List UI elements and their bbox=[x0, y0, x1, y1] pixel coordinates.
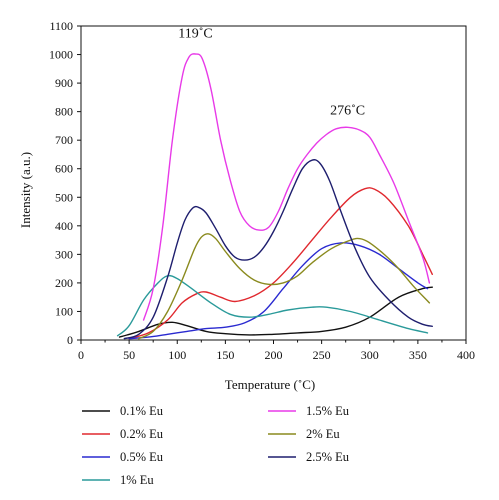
series-line-1-5-eu bbox=[142, 53, 431, 321]
y-tick-label: 700 bbox=[55, 133, 73, 147]
y-axis-title: Intensity (a.u.) bbox=[18, 152, 33, 228]
y-tick-label: 0 bbox=[67, 333, 73, 347]
series-line-0-2-eu bbox=[128, 187, 433, 340]
legend-label: 0.2% Eu bbox=[120, 427, 164, 441]
y-tick-label: 900 bbox=[55, 76, 73, 90]
y-tick-label: 800 bbox=[55, 105, 73, 119]
x-axis-title: Temperature (˚C) bbox=[225, 377, 315, 392]
series-line-2-5-eu bbox=[123, 159, 433, 340]
x-tick-label: 200 bbox=[265, 348, 283, 362]
legend-label: 1% Eu bbox=[120, 473, 154, 487]
x-tick-label: 0 bbox=[78, 348, 84, 362]
series-line-0-5-eu bbox=[128, 242, 429, 340]
y-tick-label: 200 bbox=[55, 276, 73, 290]
legend-label: 2.5% Eu bbox=[306, 450, 350, 464]
legend-label: 2% Eu bbox=[306, 427, 340, 441]
plot-area bbox=[116, 53, 433, 340]
y-tick-label: 400 bbox=[55, 219, 73, 233]
y-tick-label: 1100 bbox=[49, 19, 73, 33]
x-tick-label: 50 bbox=[123, 348, 135, 362]
annotations: 119˚C 276˚C bbox=[178, 26, 365, 118]
x-tick-label: 250 bbox=[313, 348, 331, 362]
y-tick-label: 100 bbox=[55, 304, 73, 318]
x-tick-label: 400 bbox=[457, 348, 475, 362]
series-line-2-eu bbox=[138, 233, 431, 340]
legend-label: 0.1% Eu bbox=[120, 404, 164, 418]
x-tick-label: 350 bbox=[409, 348, 427, 362]
legend: 0.1% Eu 0.2% Eu 0.5% Eu 1% Eu 1.5% Eu 2% Eu 2.… bbox=[82, 404, 350, 487]
legend-label: 1.5% Eu bbox=[306, 404, 350, 418]
y-tick-label: 600 bbox=[55, 162, 73, 176]
x-tick-label: 300 bbox=[361, 348, 379, 362]
series-line-1-eu bbox=[116, 274, 429, 337]
y-tick-label: 300 bbox=[55, 247, 73, 261]
legend-label: 0.5% Eu bbox=[120, 450, 164, 464]
x-tick-label: 100 bbox=[168, 348, 186, 362]
y-tick-label: 1000 bbox=[49, 48, 73, 62]
peak-annotation: 276˚C bbox=[330, 103, 365, 118]
y-tick-label: 500 bbox=[55, 190, 73, 204]
peak-annotation: 119˚C bbox=[178, 26, 212, 41]
axes: 0 50 100 150 200 250 300 350 400 0 100 200 300 400 500… bbox=[49, 19, 475, 362]
x-tick-label: 150 bbox=[216, 348, 234, 362]
